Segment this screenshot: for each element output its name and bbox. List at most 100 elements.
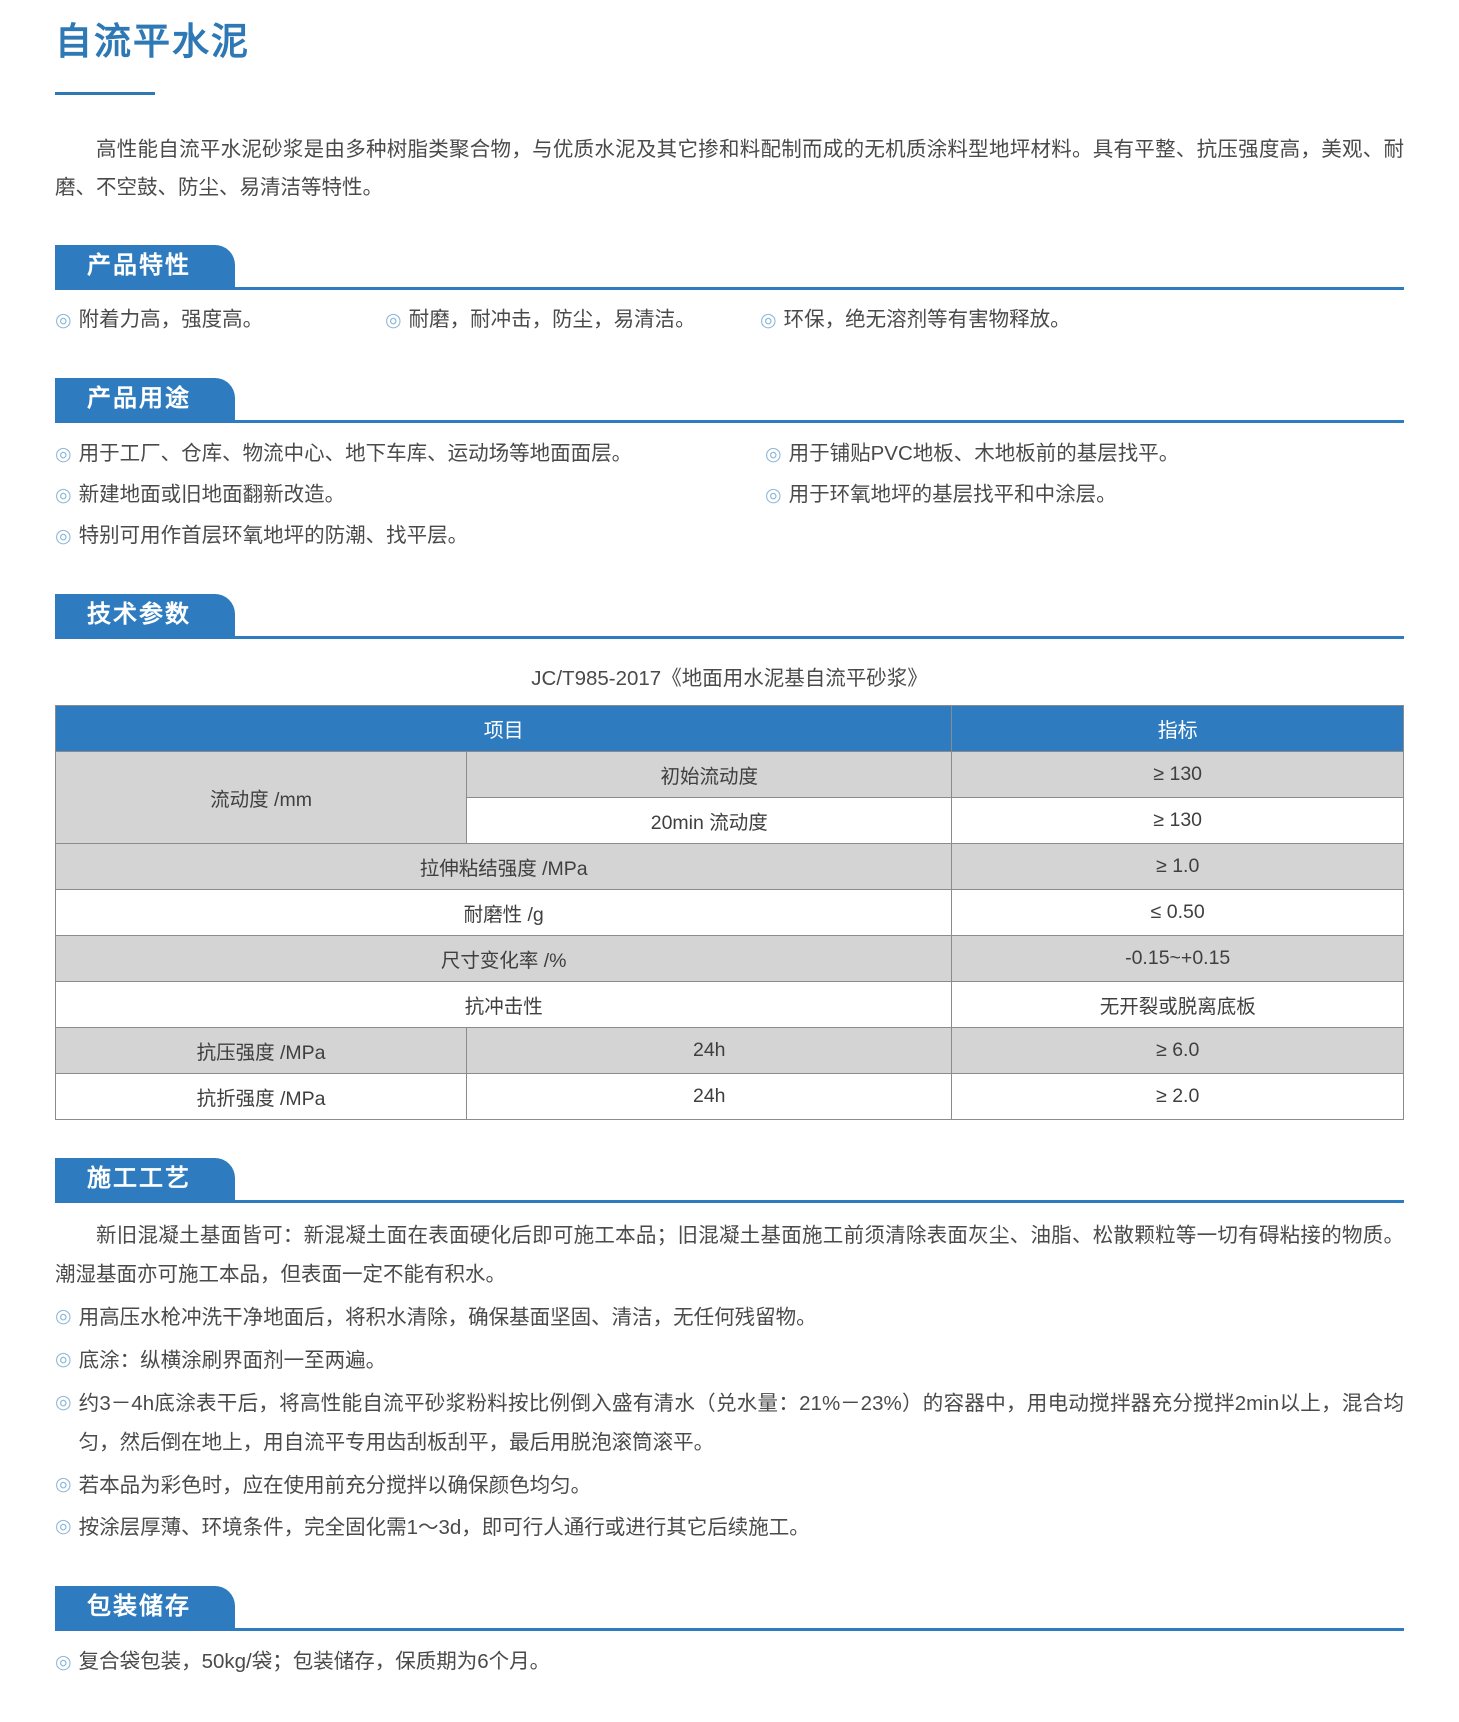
list-item-label: 新建地面或旧地面翻新改造。 (78, 482, 346, 506)
table-cell-sub: 20min 流动度 (466, 796, 953, 844)
table-cell-item: 抗压强度 /MPa (54, 1026, 468, 1074)
table-cell-value: ≥ 6.0 (951, 1026, 1404, 1074)
table-row: 抗折强度 /MPa 24h ≥ 2.0 (54, 1072, 1404, 1120)
section-header-process: 施工工艺 (55, 1157, 1404, 1203)
list-item: ◎ 附着力高，强度高。 (55, 300, 385, 340)
section-title-features: 产品特性 (55, 244, 235, 287)
standard-caption: JC/T985-2017《地面用水泥基自流平砂浆》 (531, 666, 928, 690)
feature-bullet-list: ◎ 附着力高，强度高。 ◎ 耐磨，耐冲击，防尘，易清洁。 ◎ 环保，绝无溶剂等有… (55, 300, 1404, 340)
list-item-label: 复合袋包装，50kg/袋；包装储存，保质期为6个月。 (78, 1650, 551, 1674)
table-row: 20min 流动度 ≥ 130 (56, 796, 1404, 844)
list-item: ◎ 耐磨，耐冲击，防尘，易清洁。 (385, 300, 760, 340)
list-item: ◎ 用高压水枪冲洗干净地面后，将积水清除，确保基面坚固、清洁，无任何残留物。 (55, 1299, 1404, 1338)
table-cell-item: 流动度 /mm (54, 750, 468, 844)
table-cell-sub: 初始流动度 (466, 750, 953, 798)
page-title: 自流平水泥 (55, 21, 250, 62)
table-cell-item: 抗冲击性 (54, 980, 953, 1028)
title-underline (55, 92, 155, 96)
list-item: ◎ 约3－4h底涂表干后，将高性能自流平砂浆粉料按比例倒入盛有清水（兑水量：21… (55, 1385, 1404, 1463)
bullet-icon: ◎ (55, 1391, 72, 1413)
bullet-icon: ◎ (385, 309, 402, 331)
list-item: ◎ 用于环氧地坪的基层找平和中涂层。 (765, 474, 1404, 515)
bullet-icon: ◎ (55, 443, 72, 465)
list-item-label: 用于环氧地坪的基层找平和中涂层。 (788, 482, 1117, 506)
section-title-packaging: 包装储存 (55, 1586, 235, 1629)
bullet-icon: ◎ (55, 309, 72, 331)
list-item: ◎ 按涂层厚薄、环境条件，完全固化需1～3d，即可行人通行或进行其它后续施工。 (55, 1509, 1404, 1548)
bullet-icon: ◎ (55, 1305, 72, 1327)
packaging-bullet-list: ◎ 复合袋包装，50kg/袋；包装储存，保质期为6个月。 (55, 1643, 1404, 1682)
process-intro-paragraph: 新旧混凝土基面皆可：新混凝土面在表面硬化后即可施工本品；旧混凝土基面施工前须清除… (55, 1223, 1404, 1286)
intro-paragraph: 高性能自流平水泥砂浆是由多种树脂类聚合物，与优质水泥及其它掺和料配制而成的无机质… (55, 138, 1404, 200)
table-cell-sub: 24h (466, 1072, 953, 1120)
list-item-label: 若本品为彩色时，应在使用前充分搅拌以确保颜色均匀。 (78, 1473, 592, 1497)
section-product-usage: 产品用途 ◎ 用于工厂、仓库、物流中心、地下车库、运动场等地面面层。 ◎ 新建地… (55, 377, 1404, 556)
table-cell-value: ≥ 130 (951, 796, 1404, 844)
table-cell-value: ≤ 0.50 (951, 888, 1404, 936)
table-cell-item: 抗折强度 /MPa (54, 1072, 468, 1120)
table-column-header-index: 指标 (951, 704, 1404, 752)
table-row: 抗压强度 /MPa 24h ≥ 6.0 (54, 1026, 1404, 1074)
list-item-label: 特别可用作首层环氧地坪的防潮、找平层。 (78, 523, 469, 547)
list-item-label: 约3－4h底涂表干后，将高性能自流平砂浆粉料按比例倒入盛有清水（兑水量：21%－… (78, 1391, 1404, 1454)
section-header-features: 产品特性 (55, 244, 1404, 290)
list-item: ◎ 用于工厂、仓库、物流中心、地下车库、运动场等地面面层。 (55, 433, 765, 474)
bullet-icon: ◎ (55, 1516, 72, 1538)
list-item: ◎ 底涂：纵横涂刷界面剂一至两遍。 (55, 1342, 1404, 1381)
list-item: ◎ 若本品为彩色时，应在使用前充分搅拌以确保颜色均匀。 (55, 1467, 1404, 1506)
list-item: ◎ 新建地面或旧地面翻新改造。 (55, 474, 765, 515)
bullet-icon: ◎ (55, 484, 72, 506)
table-cell-value: -0.15~+0.15 (951, 934, 1404, 982)
table-cell-item: 耐磨性 /g (54, 888, 953, 936)
list-item-label: 用于铺贴PVC地板、木地板前的基层找平。 (788, 441, 1180, 465)
table-cell-item: 拉伸粘结强度 /MPa (54, 842, 953, 890)
bullet-icon: ◎ (55, 1348, 72, 1370)
bullet-icon: ◎ (760, 309, 777, 331)
section-header-tech: 技术参数 (55, 593, 1404, 639)
list-item: ◎ 环保，绝无溶剂等有害物释放。 (760, 300, 1071, 340)
table-cell-value: 无开裂或脱离底板 (951, 980, 1404, 1028)
section-technical-parameters: 技术参数 JC/T985-2017《地面用水泥基自流平砂浆》 项目 指标 流动度… (54, 593, 1404, 1120)
list-item-label: 环保，绝无溶剂等有害物释放。 (783, 307, 1071, 331)
list-item-label: 用于工厂、仓库、物流中心、地下车库、运动场等地面面层。 (78, 441, 633, 465)
section-title-process: 施工工艺 (55, 1157, 235, 1200)
usage-bullet-columns: ◎ 用于工厂、仓库、物流中心、地下车库、运动场等地面面层。 ◎ 新建地面或旧地面… (55, 433, 1404, 556)
table-cell-value: ≥ 1.0 (951, 842, 1404, 890)
section-header-packaging: 包装储存 (55, 1586, 1404, 1632)
list-item: ◎ 特别可用作首层环氧地坪的防潮、找平层。 (55, 515, 765, 556)
section-title-tech: 技术参数 (55, 593, 235, 636)
bullet-icon: ◎ (55, 1473, 72, 1495)
usage-column-right: ◎ 用于铺贴PVC地板、木地板前的基层找平。 ◎ 用于环氧地坪的基层找平和中涂层… (765, 433, 1404, 556)
table-row: 拉伸粘结强度 /MPa ≥ 1.0 (54, 842, 1404, 890)
table-cell-value: ≥ 130 (951, 750, 1404, 798)
table-cell-item: 尺寸变化率 /% (54, 934, 953, 982)
section-header-usage: 产品用途 (55, 377, 1404, 423)
table-row: 抗冲击性 无开裂或脱离底板 (54, 980, 1404, 1028)
usage-column-left: ◎ 用于工厂、仓库、物流中心、地下车库、运动场等地面面层。 ◎ 新建地面或旧地面… (55, 433, 765, 556)
list-item: ◎ 用于铺贴PVC地板、木地板前的基层找平。 (765, 433, 1404, 474)
bullet-icon: ◎ (55, 1652, 72, 1674)
technical-parameters-table: 项目 指标 流动度 /mm 初始流动度 ≥ 130 20min 流动度 ≥ 13… (54, 704, 1404, 1120)
bullet-icon: ◎ (765, 484, 782, 506)
list-item-label: 用高压水枪冲洗干净地面后，将积水清除，确保基面坚固、清洁，无任何残留物。 (78, 1305, 817, 1329)
section-construction-process: 施工工艺 新旧混凝土基面皆可：新混凝土面在表面硬化后即可施工本品；旧混凝土基面施… (55, 1157, 1404, 1549)
table-row: 流动度 /mm 初始流动度 ≥ 130 (54, 750, 1404, 844)
list-item: ◎ 复合袋包装，50kg/袋；包装储存，保质期为6个月。 (55, 1643, 1404, 1682)
section-title-usage: 产品用途 (55, 377, 235, 420)
table-header-row: 项目 指标 (54, 704, 1404, 752)
bullet-icon: ◎ (55, 525, 72, 547)
section-packaging-storage: 包装储存 ◎ 复合袋包装，50kg/袋；包装储存，保质期为6个月。 (55, 1586, 1404, 1682)
section-product-features: 产品特性 ◎ 附着力高，强度高。 ◎ 耐磨，耐冲击，防尘，易清洁。 ◎ 环保，绝… (55, 244, 1404, 340)
list-item-label: 耐磨，耐冲击，防尘，易清洁。 (408, 307, 696, 331)
process-bullet-list: ◎ 用高压水枪冲洗干净地面后，将积水清除，确保基面坚固、清洁，无任何残留物。 ◎… (55, 1299, 1404, 1549)
table-cell-value: ≥ 2.0 (951, 1072, 1404, 1120)
table-column-header-item: 项目 (54, 704, 953, 752)
list-item-label: 按涂层厚薄、环境条件，完全固化需1～3d，即可行人通行或进行其它后续施工。 (78, 1516, 810, 1540)
table-row: 尺寸变化率 /% -0.15~+0.15 (54, 934, 1404, 982)
bullet-icon: ◎ (765, 443, 782, 465)
table-row: 耐磨性 /g ≤ 0.50 (54, 888, 1404, 936)
table-cell-sub: 24h (466, 1026, 953, 1074)
list-item-label: 附着力高，强度高。 (78, 307, 264, 331)
list-item-label: 底涂：纵横涂刷界面剂一至两遍。 (78, 1348, 387, 1372)
